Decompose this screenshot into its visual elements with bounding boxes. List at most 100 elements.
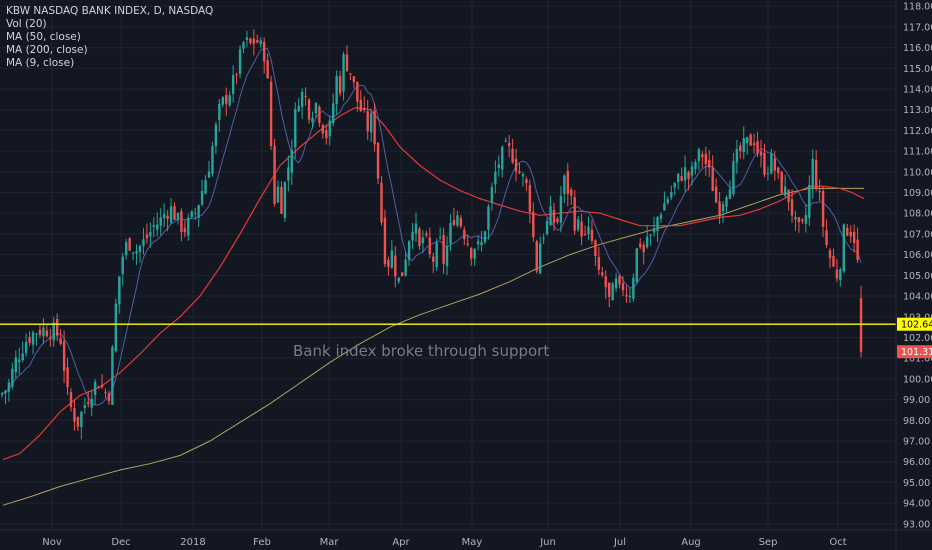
candle-body: [783, 186, 787, 196]
candle-body: [711, 167, 714, 191]
x-tick-label: Nov: [42, 537, 62, 548]
candle-body: [242, 42, 245, 49]
candle-body: [411, 231, 414, 241]
candle-body: [228, 95, 231, 106]
candle-body: [842, 224, 845, 272]
candle-body: [24, 341, 28, 353]
candle-body: [183, 227, 187, 233]
candle-body: [276, 186, 280, 203]
candle-body: [739, 145, 742, 152]
candle-body: [387, 259, 390, 267]
y-tick-label: 93.00: [903, 519, 930, 530]
candle-body: [828, 250, 832, 259]
candle-body: [366, 111, 369, 132]
candle-body: [511, 148, 514, 163]
candle-body: [56, 319, 59, 336]
candle-body: [670, 192, 673, 198]
candle-body: [190, 211, 193, 218]
candle-body: [635, 248, 638, 282]
candle-body: [169, 206, 173, 223]
legend-ma200[interactable]: MA (200, close): [6, 44, 88, 56]
candle-body: [145, 234, 149, 239]
candle-body: [263, 41, 266, 62]
candle-body: [204, 179, 207, 194]
candle-body: [321, 124, 325, 134]
candle-body: [770, 153, 773, 174]
candle-body: [611, 283, 614, 301]
candle-body: [111, 346, 114, 405]
candle-body: [69, 392, 73, 408]
candle-body: [718, 201, 721, 217]
candle-body: [701, 154, 704, 157]
chart-annotation-text[interactable]: Bank index broke through support: [293, 342, 550, 360]
candle-body: [28, 336, 31, 343]
candle-body: [614, 278, 618, 289]
candle-body: [249, 38, 252, 44]
candle-body: [62, 341, 66, 371]
y-tick-label: 112.00: [903, 126, 932, 137]
candle-body: [514, 158, 518, 172]
candle-body: [104, 391, 107, 393]
candle-body: [214, 124, 218, 147]
candle-body: [407, 241, 411, 260]
candle-body: [663, 203, 666, 211]
candle-body: [801, 219, 804, 222]
legend-symbol-title[interactable]: KBW NASDAQ BANK INDEX, D, NASDAQ: [6, 5, 214, 17]
candle-body: [121, 256, 124, 274]
price-axis[interactable]: 93.00 94.00 95.00 96.00 97.00 98.00 99.00 100.0…: [895, 0, 932, 550]
y-tick-label: 105.00: [903, 271, 932, 282]
candle-body: [259, 40, 262, 45]
legend-volume[interactable]: Vol (20): [6, 18, 47, 30]
candle-body: [87, 402, 90, 404]
candle-body: [197, 205, 200, 218]
time-axis[interactable]: Nov Dec 2018 Feb Mar Apr May Jun Jul Aug Sep Oct: [0, 529, 932, 548]
candle-body: [501, 146, 504, 170]
candle-body: [438, 236, 442, 238]
x-tick-label: Feb: [253, 537, 271, 548]
candle-body: [211, 146, 214, 174]
candle-body: [483, 231, 487, 243]
candle-body: [456, 215, 459, 226]
candle-body: [666, 199, 670, 203]
candle-body: [766, 173, 770, 175]
x-tick-label: Jul: [613, 537, 626, 548]
x-tick-label: Aug: [681, 537, 701, 548]
candle-body: [687, 171, 690, 179]
legend-ma9[interactable]: MA (9, close): [6, 57, 75, 69]
y-tick-label: 106.00: [903, 250, 932, 261]
candle-body: [697, 149, 701, 161]
candle-body: [138, 245, 142, 252]
candle-body: [839, 269, 842, 281]
candle-body: [601, 272, 604, 276]
candle-body: [432, 256, 435, 262]
candle-body: [597, 257, 601, 270]
candle-body: [425, 233, 428, 236]
candle-body: [349, 73, 352, 75]
candle-body: [283, 182, 287, 218]
candle-body: [0, 393, 4, 395]
candle-body: [287, 167, 290, 181]
candle-body: [621, 283, 625, 291]
chart-legend: KBW NASDAQ BANK INDEX, D, NASDAQ Vol (20…: [6, 5, 213, 70]
candle-body: [290, 149, 293, 173]
y-tick-label: 108.00: [903, 209, 932, 220]
candle-body: [673, 183, 676, 188]
candle-body: [749, 134, 752, 146]
candle-body: [470, 248, 473, 259]
candle-body: [846, 227, 849, 236]
candle-body: [787, 189, 790, 203]
candle-body: [83, 405, 86, 408]
candle-body: [49, 337, 52, 339]
candle-body: [815, 160, 818, 188]
candle-body: [746, 137, 749, 143]
candle-body: [297, 105, 300, 112]
candle-body: [494, 171, 497, 185]
candle-body: [97, 386, 100, 389]
candle-body: [656, 217, 659, 232]
candle-body: [804, 215, 808, 224]
candle-body: [52, 322, 55, 341]
legend-ma50[interactable]: MA (50, close): [6, 31, 81, 43]
candle-body: [135, 251, 138, 254]
candle-body: [797, 217, 801, 223]
